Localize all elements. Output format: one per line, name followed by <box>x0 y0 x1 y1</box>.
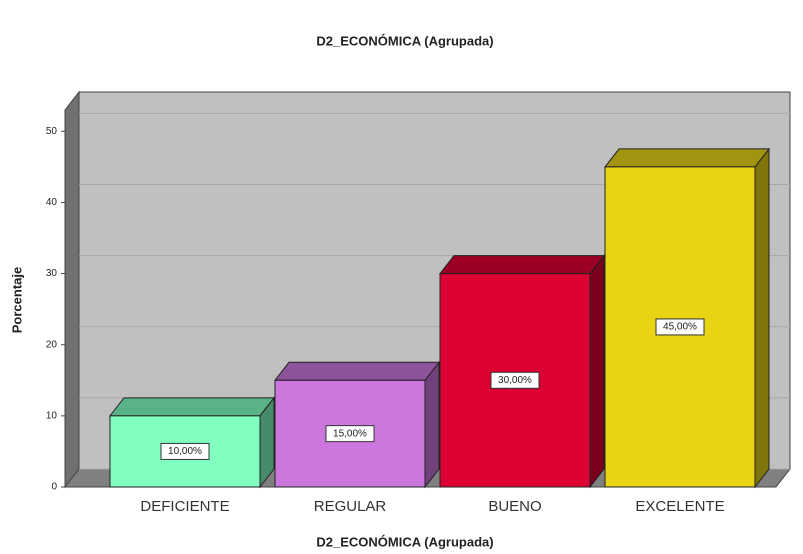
x-tick-label: EXCELENTE <box>635 498 724 515</box>
value-label: 30,00% <box>498 375 532 386</box>
y-tick-label: 0 <box>51 482 57 493</box>
x-tick-label: DEFICIENTE <box>140 498 229 515</box>
value-label-box <box>655 318 705 336</box>
left-wall <box>64 90 80 489</box>
bar-side <box>424 360 440 489</box>
bar-top <box>438 255 606 275</box>
chart-title: D2_ECONÓMICA (Agrupada) <box>316 33 493 48</box>
value-label-box <box>325 425 375 443</box>
value-label-box <box>490 371 540 389</box>
bar-top <box>273 361 441 381</box>
bar-side <box>589 254 605 489</box>
value-label: 10,00% <box>168 446 202 457</box>
y-tick-label: 40 <box>46 197 58 208</box>
bar-top <box>108 397 276 417</box>
x-tick-label: BUENO <box>488 498 541 515</box>
value-label: 45,00% <box>663 322 697 333</box>
bar-side <box>754 147 770 489</box>
y-tick-label: 30 <box>46 268 58 279</box>
x-tick-label: REGULAR <box>314 498 387 515</box>
y-tick-label: 10 <box>46 411 58 422</box>
value-label-box <box>160 442 210 460</box>
y-tick-label: 50 <box>46 126 58 137</box>
value-label: 15,00% <box>333 428 367 439</box>
y-tick-label: 20 <box>46 339 58 350</box>
bar-top <box>603 148 771 168</box>
y-axis-label: Porcentaje <box>9 267 24 333</box>
x-axis-label: D2_ECONÓMICA (Agrupada) <box>316 534 493 549</box>
